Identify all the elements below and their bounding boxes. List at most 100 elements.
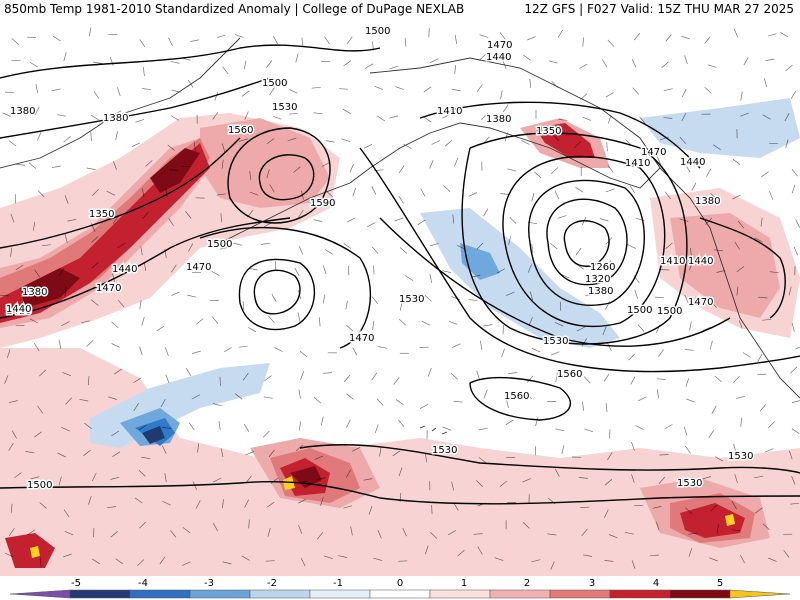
- wind-barb: [758, 296, 768, 299]
- wind-barb: [88, 495, 92, 505]
- wind-barb: [139, 346, 143, 356]
- wind-barb: [25, 451, 35, 454]
- wind-barb: [431, 140, 441, 145]
- wind-barb: [531, 559, 541, 563]
- wind-barb: [221, 159, 224, 169]
- wind-barb: [655, 296, 665, 299]
- wind-barb: [714, 249, 724, 252]
- wind-barb: [499, 480, 508, 487]
- wind-barb: [702, 476, 712, 480]
- wind-barb: [364, 63, 374, 69]
- wind-barb: [394, 217, 404, 222]
- wind-barb: [131, 142, 141, 148]
- wind-barb: [550, 351, 560, 356]
- wind-barb: [168, 218, 174, 226]
- wind-barb: [731, 529, 741, 532]
- contour-label: 1470: [96, 283, 121, 294]
- wind-barb: [633, 32, 641, 41]
- wind-barb: [453, 400, 463, 403]
- wind-barb: [52, 35, 61, 42]
- wind-barb: [363, 143, 373, 149]
- wind-barb: [582, 401, 584, 411]
- wind-barb: [139, 300, 142, 310]
- colorbar-swatch: [69, 589, 131, 599]
- wind-barb: [63, 52, 67, 62]
- wind-barb: [269, 184, 275, 193]
- wind-barb: [262, 430, 270, 438]
- wind-barb: [402, 527, 407, 537]
- wind-barb: [479, 34, 489, 38]
- wind-barb: [442, 114, 451, 119]
- wind-barb: [447, 530, 456, 536]
- wind-barb: [181, 561, 191, 566]
- wind-barb: [500, 193, 510, 195]
- wind-barb: [468, 298, 478, 302]
- wind-barb: [526, 375, 534, 383]
- wind-barb: [243, 60, 247, 70]
- wind-barb: [320, 497, 324, 507]
- wind-barb: [300, 371, 304, 381]
- contour-label: 1350: [536, 126, 561, 137]
- wind-barb: [81, 320, 90, 324]
- wind-barb: [112, 451, 121, 457]
- wind-barb: [579, 63, 588, 69]
- wind-barb: [115, 131, 118, 141]
- wind-barb: [11, 59, 21, 62]
- wind-barb: [477, 546, 483, 555]
- colorbar-tick-label: -5: [71, 578, 81, 589]
- wind-barb: [216, 193, 226, 196]
- height-contour: [469, 376, 572, 421]
- wind-barb: [10, 247, 13, 257]
- wind-barb: [430, 532, 438, 539]
- wind-barb: [389, 65, 399, 70]
- wind-barb: [185, 211, 192, 219]
- wind-barb: [92, 558, 100, 565]
- wind-barb: [471, 274, 481, 278]
- wind-barb: [604, 509, 609, 518]
- wind-barb: [468, 192, 478, 197]
- wind-barb: [320, 416, 324, 426]
- wind-barb: [602, 326, 607, 336]
- wind-barb: [249, 171, 252, 181]
- wind-barb: [108, 396, 117, 400]
- contour-labels: 1500 1470 1440 1380 1380 1500 1530 1560 …: [5, 25, 755, 493]
- wind-barb: [522, 478, 531, 483]
- wind-barb: [34, 106, 40, 116]
- wind-barb: [141, 456, 151, 460]
- wind-barb: [392, 450, 401, 457]
- wind-barb: [529, 78, 532, 88]
- anomaly-pos6-region: [30, 546, 40, 558]
- wind-barb: [525, 392, 533, 400]
- wind-barb: [112, 216, 119, 224]
- wind-barb: [398, 560, 408, 562]
- wind-barb: [429, 160, 434, 169]
- wind-barb: [791, 168, 798, 177]
- colorbar-swatches: [9, 589, 791, 599]
- wind-barb: [603, 373, 610, 382]
- model-valid-time: 12Z GFS | F027 Valid: 15Z THU MAR 27 202…: [524, 2, 794, 16]
- wind-barb: [33, 292, 37, 302]
- contour-label: 1410: [625, 158, 650, 169]
- wind-barb: [505, 399, 509, 408]
- wind-barb: [685, 378, 690, 387]
- wind-barb: [754, 475, 764, 479]
- wind-barb: [790, 502, 800, 505]
- wind-barb: [367, 222, 376, 228]
- wind-barb: [558, 118, 568, 121]
- wind-barb: [702, 326, 712, 331]
- wind-barb: [483, 324, 493, 327]
- wind-barb: [195, 500, 201, 509]
- wind-barb: [656, 378, 666, 380]
- wind-barb: [791, 428, 800, 434]
- wind-barb: [241, 555, 250, 561]
- wind-barb: [657, 389, 659, 399]
- wind-barb: [234, 34, 244, 38]
- wind-barb: [298, 525, 303, 534]
- height-contour: [379, 217, 731, 347]
- wind-barb: [478, 457, 487, 464]
- wind-barb: [713, 144, 721, 150]
- colorbar-tick-label: 2: [524, 578, 530, 589]
- wind-barb: [90, 114, 99, 121]
- wind-barb: [117, 242, 126, 249]
- contour-label: 1380: [486, 114, 511, 125]
